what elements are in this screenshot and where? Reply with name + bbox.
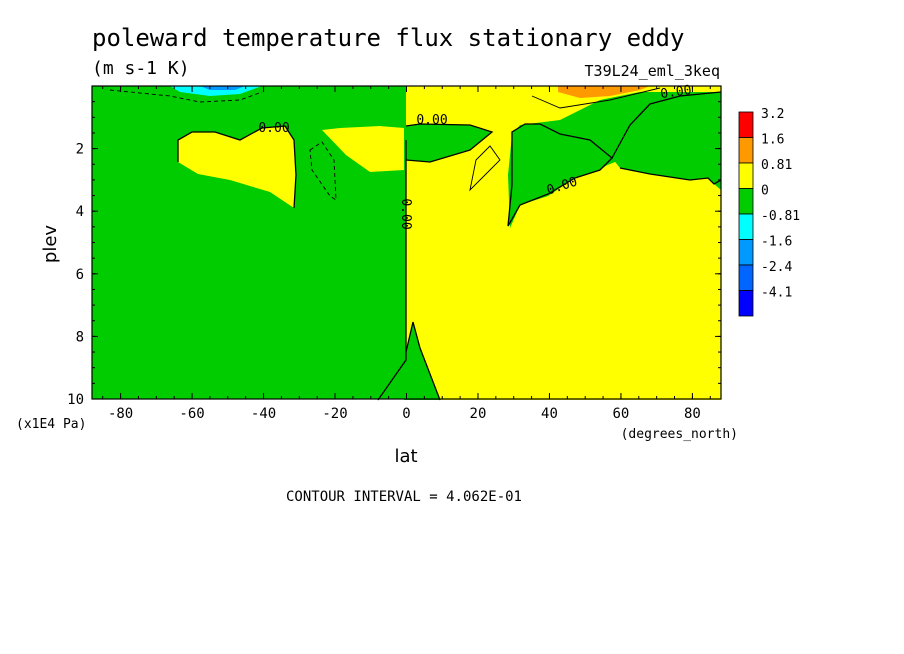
positive-contour-top <box>531 87 661 109</box>
y-tick-label: 4 <box>76 204 84 220</box>
y-tick-label: 10 <box>67 392 84 408</box>
legend-swatch <box>738 213 754 240</box>
y-tick-label: 6 <box>76 267 84 283</box>
zero-contour-wedge <box>405 321 441 401</box>
y-axis-units: (x1E4 Pa) <box>16 417 86 432</box>
x-tick-label: 40 <box>541 406 558 422</box>
field-negative-right-mid <box>508 124 614 226</box>
field-positive-upper-strip <box>406 86 560 132</box>
dashed-contours <box>109 89 337 201</box>
contour-interval-note: CONTOUR INTERVAL = 4.062E-01 <box>286 489 522 505</box>
x-tick-label: 60 <box>613 406 630 422</box>
field-stronger-negative <box>200 86 245 90</box>
y-axis-label: plev <box>40 225 61 264</box>
contour-label: 0.00 <box>416 113 447 128</box>
x-tick-label: 20 <box>470 406 487 422</box>
field-positive-left-patch <box>178 126 296 208</box>
legend-swatch <box>738 162 754 189</box>
positive-contours <box>469 87 661 192</box>
legend: 3.2 1.6 0.81 0 -0.81 -1.6 -2.4 -4.1 <box>738 107 800 317</box>
legend-label: 0.81 <box>761 158 792 173</box>
y-tick-label: 8 <box>76 329 84 345</box>
zero-contour-right-tail <box>619 167 722 185</box>
field-positive-main <box>406 86 721 400</box>
run-label: T39L24_eml_3keq <box>585 62 720 80</box>
field-positive-center-top <box>322 126 404 172</box>
x-tick-label: -20 <box>322 406 347 422</box>
x-tick-label: -80 <box>108 406 133 422</box>
legend-swatch <box>738 188 754 215</box>
zero-contour-upper-mid <box>405 123 494 163</box>
zero-contour-left <box>177 125 297 209</box>
x-tick-label: 0 <box>402 406 410 422</box>
legend-label: -2.4 <box>761 260 792 275</box>
zero-contour-right <box>507 123 613 227</box>
units-label: (m s-1 K) <box>92 58 190 79</box>
positive-contour-center <box>469 145 501 192</box>
x-tick-label: 80 <box>684 406 701 422</box>
x-axis-units: (degrees_north) <box>621 427 738 442</box>
x-tick-label: -40 <box>251 406 276 422</box>
legend-swatch <box>738 290 754 317</box>
legend-swatch <box>738 264 754 291</box>
dashed-contour-left <box>309 141 337 201</box>
field-negative-upper-mid <box>406 86 492 162</box>
x-axis-label: lat <box>394 446 417 467</box>
legend-label: 1.6 <box>761 133 784 148</box>
x-tick-label: -60 <box>179 406 204 422</box>
legend-label: 3.2 <box>761 107 784 122</box>
legend-label: -4.1 <box>761 286 792 301</box>
legend-swatch <box>738 137 754 164</box>
contour-label: 0.00 <box>258 121 289 136</box>
legend-label: -0.81 <box>761 209 800 224</box>
legend-label: 0 <box>761 184 769 199</box>
zero-contours <box>177 91 722 401</box>
zero-contour-edge <box>611 91 722 159</box>
x-axis: -80 -60 -40 -20 0 20 40 60 80 <box>102 86 711 422</box>
zero-contour-center <box>377 140 407 401</box>
chart-title: poleward temperature flux stationary edd… <box>92 24 684 52</box>
y-tick-label: 2 <box>76 142 84 158</box>
legend-label: -1.6 <box>761 235 792 250</box>
legend-swatch <box>738 111 754 138</box>
field-strong-positive <box>558 86 650 98</box>
field-negative-right-edge <box>612 92 721 184</box>
legend-swatch <box>738 239 754 266</box>
field-negative-wedge <box>404 322 440 400</box>
contour-label: 0.00 <box>660 83 693 102</box>
field-strong-negative <box>170 86 262 96</box>
y-axis: 2 4 6 8 10 <box>67 101 721 408</box>
contour-label: 0.00 <box>398 198 413 229</box>
plot-area: 0.000.000.000.000.00 <box>91 83 722 401</box>
